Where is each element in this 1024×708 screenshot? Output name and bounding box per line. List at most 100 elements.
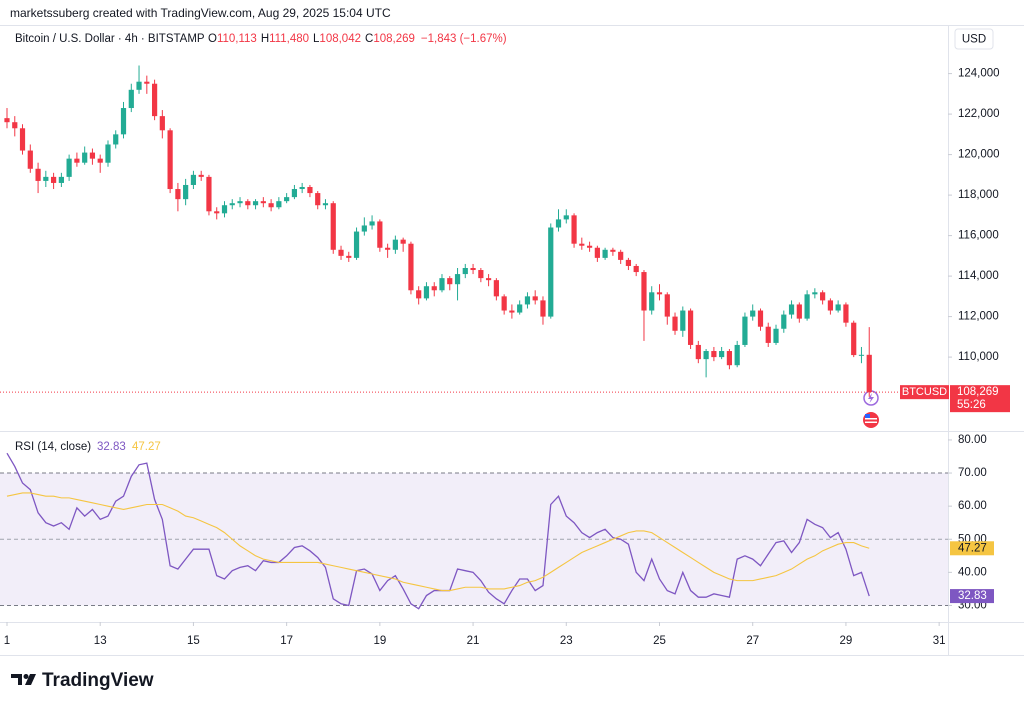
ohlc-change: −1,843 (−1.67%): [421, 33, 507, 45]
candle-body: [796, 304, 802, 319]
logo: TradingView: [11, 670, 154, 691]
candle-body: [113, 134, 119, 145]
y-tick-label: 40.00: [958, 566, 987, 578]
candle-body: [159, 116, 165, 131]
y-tick-label: 110,000: [958, 351, 999, 363]
legend-value: 47.27: [132, 441, 161, 453]
candle-body: [175, 189, 181, 200]
attribution: marketssuberg created with TradingView.c…: [10, 6, 391, 20]
candle-body: [74, 158, 80, 163]
candle-body: [369, 221, 375, 226]
x-tick-label: 19: [373, 635, 386, 647]
candle-body: [579, 243, 585, 246]
candle-body: [858, 354, 865, 356]
candle-body: [625, 259, 632, 266]
candle-body: [183, 184, 189, 200]
candle-body: [703, 351, 709, 360]
countdown-text: 55:26: [957, 399, 986, 411]
alert-bolt: [868, 393, 874, 403]
flag-stripe: [865, 418, 877, 420]
candle-body: [260, 201, 266, 204]
candle-body: [680, 310, 686, 331]
candle-body: [206, 176, 212, 212]
candle-body: [307, 187, 313, 194]
candles: [4, 65, 872, 397]
candle-body: [656, 292, 663, 295]
x-tick-label: 1: [4, 635, 10, 647]
candle-body: [485, 278, 492, 281]
candle-body: [812, 292, 818, 295]
candle-body: [851, 322, 857, 356]
candle-body: [245, 201, 251, 206]
candle-body: [338, 249, 344, 256]
candle-body: [742, 316, 748, 345]
candle-body: [524, 296, 531, 305]
candle-body: [649, 292, 655, 311]
candle-body: [291, 189, 298, 198]
candle-body: [781, 314, 787, 329]
candle-body: [299, 187, 305, 190]
candle-body: [392, 239, 398, 250]
legend-value: 32.83: [97, 441, 126, 453]
candle-body: [361, 225, 367, 232]
candle-body: [346, 255, 352, 258]
candle-body: [385, 247, 391, 250]
candle-body: [268, 203, 274, 208]
candle-body: [416, 290, 422, 299]
candle-body: [237, 201, 243, 204]
candle-body: [501, 296, 507, 311]
candle-body: [734, 344, 740, 366]
ohlc-key: L: [313, 33, 320, 45]
candle-body: [120, 108, 127, 135]
x-tick-label: 25: [653, 635, 666, 647]
ohlc-key: H: [261, 33, 269, 45]
candle-body: [517, 304, 523, 313]
candle-body: [835, 304, 841, 311]
flag-canton: [865, 414, 870, 418]
x-tick-label: 21: [467, 635, 480, 647]
candle-body: [136, 81, 142, 90]
candle-body: [462, 268, 468, 275]
candle-body: [276, 201, 282, 208]
y-tick-label: 112,000: [958, 311, 999, 323]
candle-body: [788, 304, 795, 315]
candle-body: [532, 296, 538, 301]
candle-body: [571, 215, 577, 244]
y-tick-label: 70.00: [958, 467, 987, 479]
candle-body: [493, 280, 499, 297]
value-badge-text: 32.83: [958, 590, 987, 602]
ohlc-value: 108,042: [319, 33, 361, 45]
candle-body: [214, 211, 220, 214]
candle-body: [330, 203, 336, 250]
y-tick-label: 118,000: [958, 189, 999, 201]
x-tick-label: 23: [560, 635, 573, 647]
candle-body: [198, 174, 204, 177]
candle-body: [586, 245, 593, 248]
price-badge-text: 108,269: [957, 386, 999, 398]
candle-body: [757, 310, 764, 327]
candle-body: [695, 344, 701, 360]
candle-body: [726, 351, 733, 366]
symbol-badge: [900, 385, 949, 400]
x-tick-label: 17: [280, 635, 293, 647]
x-tick-label: 13: [94, 635, 107, 647]
candle-body: [711, 351, 717, 358]
currency-button[interactable]: [954, 28, 994, 50]
candle-body: [750, 310, 756, 317]
ohlc-value: 108,269: [373, 33, 415, 45]
candle-body: [820, 292, 826, 301]
candle-body: [719, 351, 725, 358]
x-tick-label: 29: [840, 635, 853, 647]
candle-body: [151, 83, 158, 117]
candle-body: [594, 247, 600, 258]
indicator-title: RSI (14, close): [15, 441, 91, 453]
indicator-line: [6, 452, 870, 610]
candle-body: [58, 176, 64, 183]
candle-body: [408, 243, 414, 291]
candle-body: [82, 152, 88, 163]
x-tick-label: 31: [933, 635, 946, 647]
candle-body: [27, 150, 33, 169]
logo-mark: [23, 674, 29, 679]
rsi-band: [0, 473, 948, 606]
